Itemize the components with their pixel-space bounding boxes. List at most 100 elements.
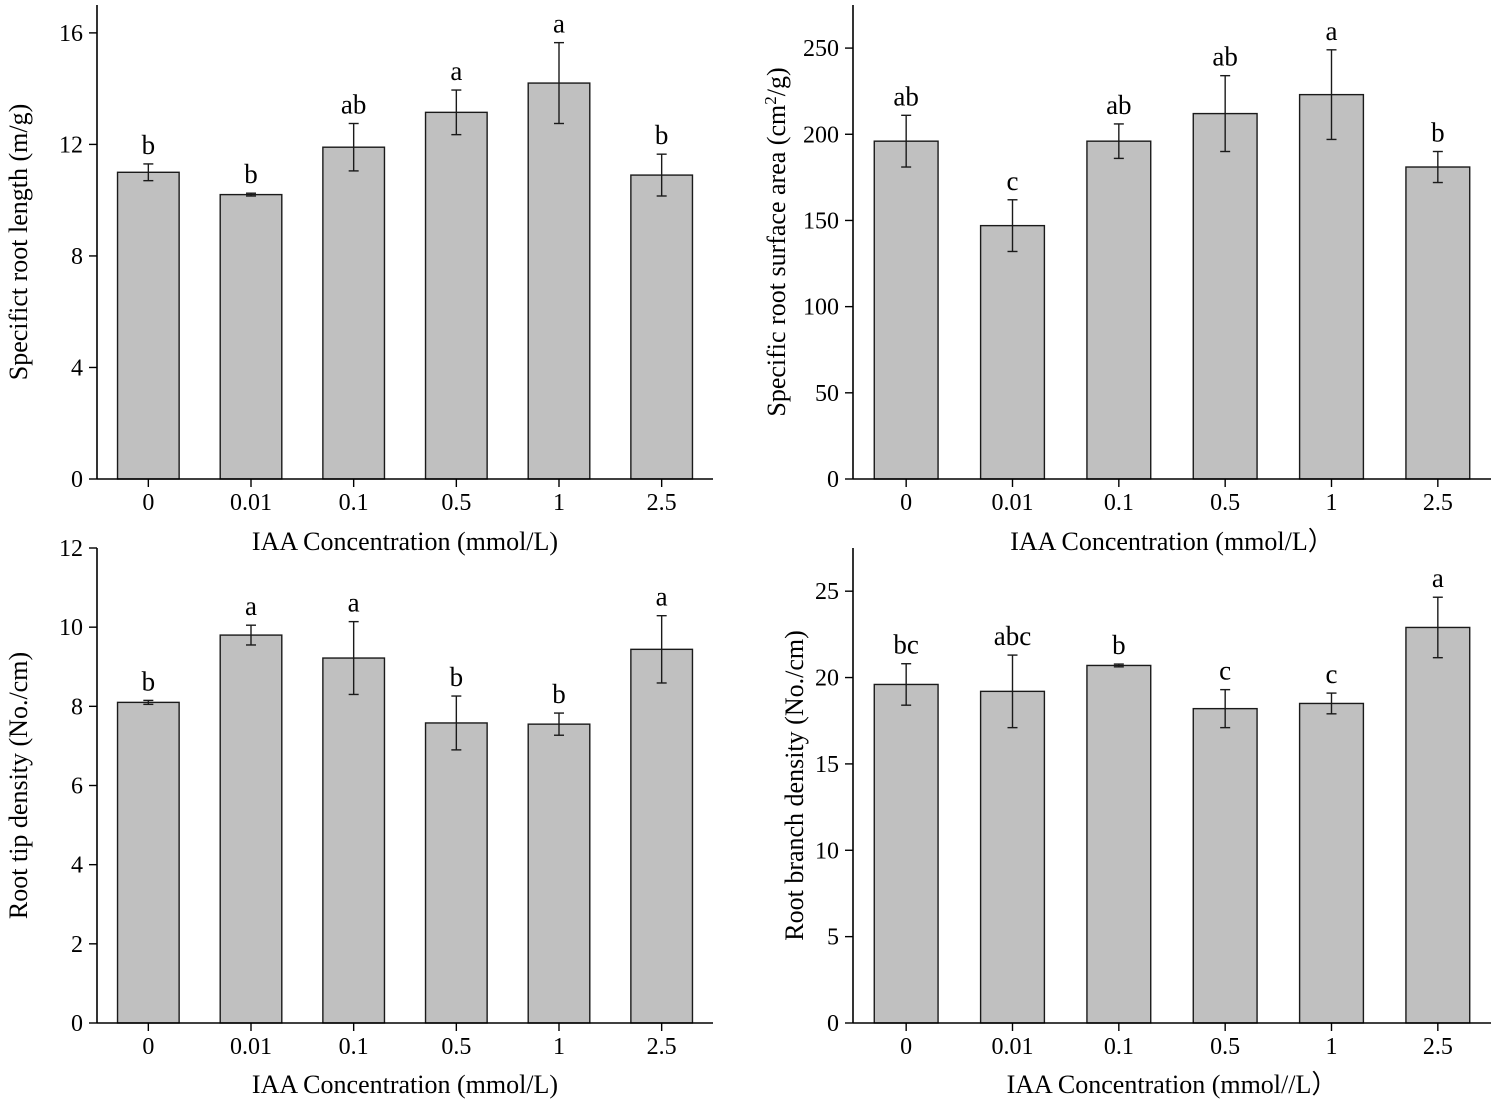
bar-0.5: [1192, 112, 1258, 480]
bar-1: [527, 723, 591, 1024]
significance-letter-0.1: ab: [1106, 90, 1131, 120]
y-tick-label: 6: [71, 774, 83, 800]
significance-letter-0.5: ab: [1212, 42, 1237, 72]
significance-letter-0.5: c: [1219, 656, 1231, 686]
y-tick-label: 50: [815, 381, 839, 407]
bar-0.5: [424, 111, 488, 480]
significance-letter-0.01: c: [1007, 166, 1019, 196]
y-tick-label: 15: [815, 752, 839, 778]
significance-letter-0.1: a: [348, 588, 360, 618]
x-tick-label: 0: [900, 1034, 912, 1060]
x-tick-label: 0.1: [339, 1034, 369, 1060]
significance-letter-1: b: [552, 679, 566, 709]
significance-letter-1: a: [1326, 16, 1338, 46]
x-tick-label: 0.5: [441, 490, 471, 516]
x-axis-title: IAA Concentration (mmol/L): [252, 527, 558, 556]
x-tick-label: 0.1: [1104, 1034, 1134, 1060]
bar-0.1: [1086, 140, 1152, 480]
y-tick-label: 25: [815, 579, 839, 605]
bar-2.5: [1405, 166, 1471, 480]
x-tick-label: 1: [553, 490, 565, 516]
bar-0.5: [424, 722, 488, 1024]
x-tick-label: 0.01: [230, 1034, 272, 1060]
significance-letter-1: a: [553, 9, 565, 39]
y-tick-label: 10: [59, 615, 83, 641]
bar-0.1: [1086, 664, 1152, 1024]
x-axis-title: IAA Concentration (mmol/L）: [1010, 527, 1334, 556]
x-axis-title: IAA Concentration (mmol/L): [252, 1070, 558, 1099]
significance-letter-2.5: a: [656, 582, 668, 612]
significance-letter-0.01: a: [245, 591, 257, 621]
y-tick-label: 5: [827, 925, 839, 951]
significance-letter-0: bc: [893, 630, 919, 660]
significance-letter-0: b: [142, 666, 156, 696]
x-tick-label: 0: [142, 490, 154, 516]
significance-letter-2.5: a: [1432, 563, 1444, 593]
bar-1: [1298, 702, 1365, 1024]
significance-letter-0.01: b: [244, 159, 258, 189]
significance-letter-0.5: a: [450, 56, 462, 86]
significance-letter-0.5: b: [450, 662, 464, 692]
significance-letter-0.1: b: [1112, 630, 1126, 660]
y-tick-label: 20: [815, 666, 839, 692]
y-tick-label: 0: [827, 1011, 839, 1037]
significance-letter-0.01: abc: [994, 621, 1031, 651]
y-tick-label: 0: [71, 1011, 83, 1037]
significance-letter-2.5: b: [1431, 118, 1445, 148]
x-tick-label: 2.5: [647, 1034, 677, 1060]
bar-2.5: [1405, 626, 1471, 1024]
y-tick-label: 8: [71, 694, 83, 720]
bar-0.01: [219, 634, 283, 1024]
x-tick-label: 0: [142, 1034, 154, 1060]
y-tick-label: 4: [71, 853, 83, 879]
x-tick-label: 0.01: [992, 490, 1034, 516]
x-tick-label: 1: [553, 1034, 565, 1060]
y-axis-title: Root branch density (No./cm): [780, 630, 809, 941]
significance-letter-0: b: [142, 130, 156, 160]
bar-0.01: [979, 690, 1046, 1024]
y-tick-label: 150: [803, 208, 839, 234]
y-tick-label: 8: [71, 244, 83, 270]
bar-1: [527, 82, 591, 480]
y-tick-label: 16: [59, 21, 83, 47]
y-tick-label: 12: [59, 536, 83, 562]
x-tick-label: 2.5: [647, 490, 677, 516]
y-tick-label: 0: [827, 467, 839, 493]
y-axis-title: Specifict root length (m/g): [4, 104, 33, 381]
x-tick-label: 0.1: [1104, 490, 1134, 516]
x-tick-label: 0.5: [441, 1034, 471, 1060]
significance-letter-0.1: ab: [341, 90, 366, 120]
y-tick-label: 200: [803, 122, 839, 148]
y-tick-label: 12: [59, 132, 83, 158]
x-tick-label: 1: [1326, 1034, 1338, 1060]
bar-1: [1298, 93, 1365, 480]
chart-root-tip-density: b a a b b a 0 2 4 6 8 10 12 0 0.01 0.1 0.5 1 2.5 IAA Concen…: [4, 536, 713, 1099]
y-tick-label: 0: [71, 467, 83, 493]
y-tick-label: 10: [815, 838, 839, 864]
x-tick-label: 0.1: [339, 490, 369, 516]
bar-0: [116, 171, 180, 480]
significance-letter-2.5: b: [655, 120, 669, 150]
y-axis-title: Specific root surface area (cm2/g): [761, 67, 792, 416]
x-tick-label: 0.01: [230, 490, 272, 516]
significance-letter-1: c: [1326, 659, 1338, 689]
x-tick-label: 1: [1326, 490, 1338, 516]
x-tick-label: 0: [900, 490, 912, 516]
x-tick-label: 2.5: [1423, 490, 1453, 516]
x-tick-label: 2.5: [1423, 1034, 1453, 1060]
bar-0.01: [979, 224, 1046, 480]
y-tick-label: 4: [71, 355, 83, 381]
y-tick-label: 100: [803, 295, 839, 321]
y-tick-label: 250: [803, 36, 839, 62]
y-axis-title: Root tip density (No./cm): [4, 652, 33, 919]
bar-0.1: [322, 657, 386, 1024]
bar-2.5: [630, 174, 694, 480]
significance-letter-0: ab: [893, 81, 918, 111]
bar-0: [873, 140, 939, 480]
bar-0.1: [322, 146, 386, 480]
x-tick-label: 0.5: [1210, 1034, 1240, 1060]
